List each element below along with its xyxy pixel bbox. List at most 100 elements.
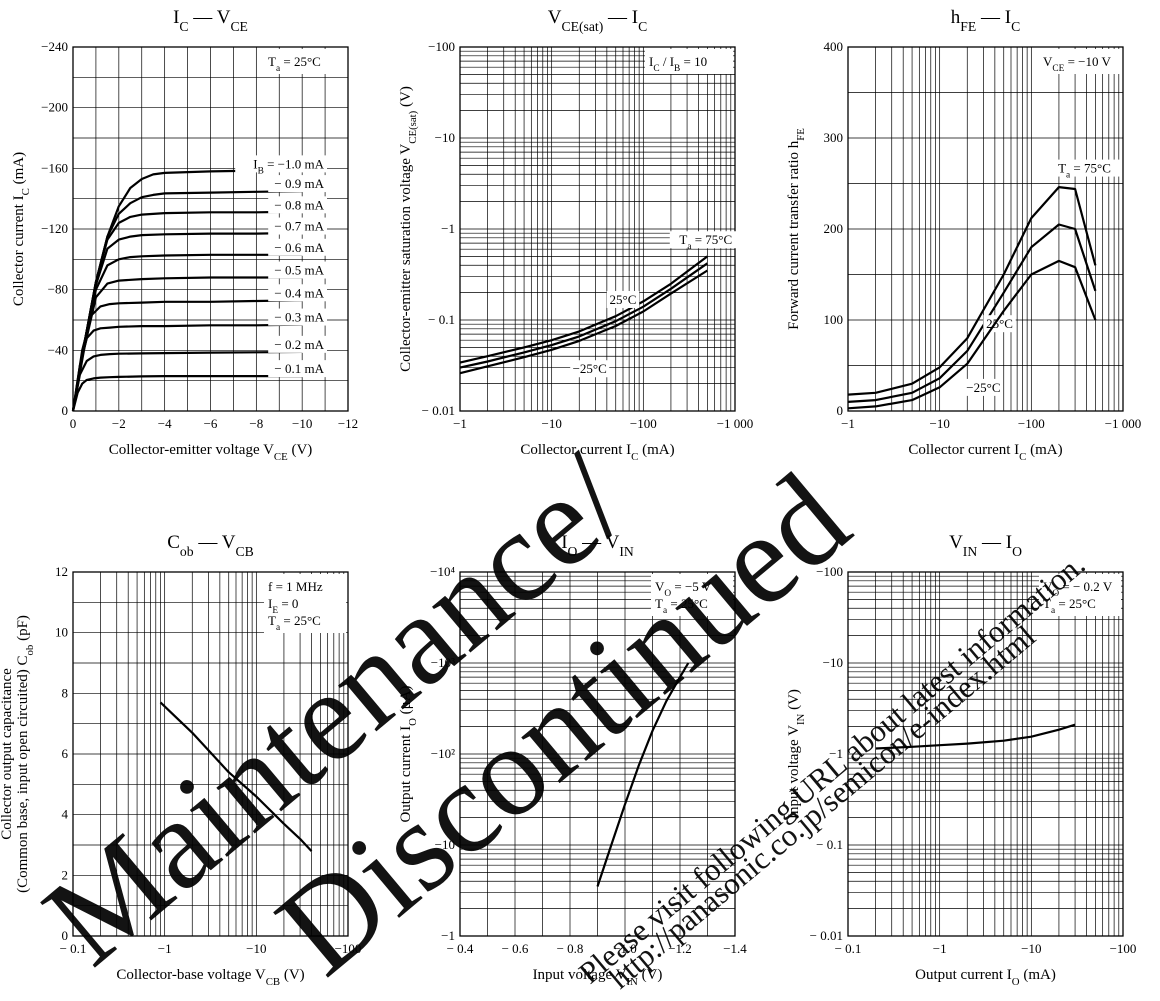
x-axis-label: Collector current IC (mA)	[908, 442, 1062, 463]
y-tick-label: − 0.01	[810, 928, 843, 943]
series-line	[875, 723, 1076, 750]
y-tick-label: 0	[62, 403, 69, 418]
series-label: − 0.8 mA	[274, 197, 324, 212]
x-tick-label: 0	[70, 416, 77, 431]
series-label: − 0.9 mA	[274, 176, 324, 191]
y-axis-label: Collector-emitter saturation voltage VCE…	[398, 86, 419, 372]
x-tick-label: −1 000	[717, 416, 754, 431]
condition-box: VO = −5 VTa = 25°C	[651, 574, 733, 616]
x-tick-label: −1.4	[723, 941, 747, 956]
y-tick-label: −1	[441, 928, 455, 943]
plot-frame	[459, 571, 736, 937]
series-label-bg	[570, 360, 610, 378]
y-tick-label: − 0.1	[428, 312, 455, 327]
y-tick-label: 0	[62, 928, 69, 943]
series-line	[459, 269, 708, 375]
series-label-bg	[268, 196, 327, 214]
plot-frame	[459, 46, 736, 412]
condition-box: VO = − 0.2 VTa = 25°C	[1039, 574, 1121, 616]
y-tick-label: −240	[41, 39, 68, 54]
series-line	[71, 299, 303, 412]
condition-box-bg	[1039, 49, 1121, 74]
y-tick-label: 10	[55, 625, 68, 640]
x-axis-label: Collector-emitter voltage VCE (V)	[109, 442, 313, 463]
x-tick-label: −1	[453, 416, 467, 431]
plot-frame	[847, 46, 1124, 412]
condition-box: IC / IB = 10	[645, 49, 733, 74]
series-line	[71, 350, 303, 412]
series-line	[159, 701, 313, 852]
series-label: Ta = 75°C	[1058, 161, 1111, 181]
series-label-bg	[669, 231, 742, 249]
series-label: 25°C	[610, 292, 637, 307]
series-label: IB = −1.0 mA	[253, 156, 324, 176]
series-line	[71, 253, 303, 412]
series-label: − 0.2 mA	[274, 337, 324, 352]
y-tick-label: −10	[435, 837, 455, 852]
y-tick-label: −120	[41, 221, 68, 236]
series-label-bg	[268, 261, 327, 279]
series-label: − 0.4 mA	[274, 285, 324, 300]
y-tick-label: −1	[829, 746, 843, 761]
chart-grid	[848, 572, 1123, 936]
series-line	[71, 375, 303, 412]
y-axis-label: Collector output capacitance	[0, 668, 15, 840]
plot-frame	[72, 46, 349, 412]
chart-panels: 0 −2 −4 −6 −8 −10 −120−40−80−120−160−200−240IC…	[0, 7, 1141, 988]
x-tick-label: − 0.1	[60, 941, 87, 956]
x-axis-label: Output current IO (mA)	[915, 967, 1056, 988]
x-tick-label: −10	[1021, 941, 1041, 956]
series-line	[459, 262, 709, 369]
x-tick-label: −100	[1018, 416, 1045, 431]
x-tick-label: −1	[933, 941, 947, 956]
condition-box-bg	[1039, 574, 1121, 616]
series-label-bg	[235, 155, 327, 173]
y-tick-label: −10²	[431, 746, 455, 761]
condition-box: Ta = 25°C	[264, 49, 346, 74]
chart-title: hFE — IC	[951, 7, 1020, 34]
condition-box-bg	[264, 49, 346, 74]
series-label-bg	[268, 308, 327, 326]
y-tick-label: 100	[824, 312, 844, 327]
y-tick-label: 6	[62, 746, 69, 761]
series-label-bg	[268, 238, 327, 256]
chart-panel-3: −1 −10 −100 −1 000 0 100 200 300 400 hFE — IC Coll…	[786, 7, 1141, 463]
chart-grid	[460, 47, 735, 411]
series-label-bg	[963, 378, 1003, 396]
x-tick-label: − 0.8	[557, 941, 584, 956]
chart-grid	[73, 47, 348, 411]
y-tick-label: −10	[435, 130, 455, 145]
series-label-bg	[268, 360, 327, 378]
chart-title: IC — VCE	[173, 7, 248, 34]
y-tick-label: −160	[41, 160, 68, 175]
x-tick-label: −1.2	[668, 941, 692, 956]
y-tick-label: −1	[441, 221, 455, 236]
x-tick-label: −2	[112, 416, 126, 431]
x-tick-label: −1 000	[1105, 416, 1142, 431]
series-label: − 0.7 mA	[274, 219, 324, 234]
y-tick-label: − 0.1	[816, 837, 843, 852]
series-label-bg	[268, 175, 327, 193]
chart-panel-5: − 0.4 − 0.6 − 0.8 −1.0 −1.2 −1.4 −1 −10 −10² −10³…	[398, 532, 747, 988]
condition-box-bg	[645, 49, 733, 74]
x-tick-label: −10	[246, 941, 266, 956]
condition-text: f = 1 MHz	[268, 579, 323, 594]
x-tick-label: −100	[1110, 941, 1137, 956]
chart-title: VCE(sat) — IC	[548, 7, 647, 35]
y-tick-label: −100	[428, 39, 455, 54]
series-label-bg	[268, 335, 327, 353]
x-tick-label: −10	[541, 416, 561, 431]
series-label: Ta = 75°C	[679, 232, 732, 252]
series-line	[847, 259, 1097, 410]
chart-grid	[848, 47, 1123, 411]
x-tick-label: −100	[335, 941, 362, 956]
x-tick-label: −10	[292, 416, 312, 431]
y-tick-label: 0	[837, 403, 844, 418]
chart-panel-1: 0 −2 −4 −6 −8 −10 −120−40−80−120−160−200−240IC…	[11, 7, 358, 463]
y-tick-label: 300	[824, 130, 844, 145]
chart-title: Cob — VCB	[167, 532, 254, 559]
y-tick-label: −10	[823, 655, 843, 670]
x-tick-label: −100	[630, 416, 657, 431]
